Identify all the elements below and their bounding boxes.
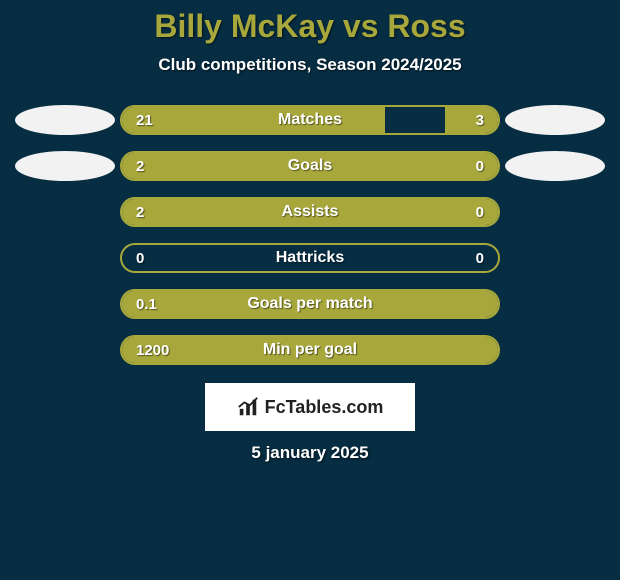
logo-text: FcTables.com — [265, 397, 384, 418]
team-badge-right — [500, 151, 610, 181]
page-title: Billy McKay vs Ross — [0, 8, 620, 45]
stat-label: Assists — [122, 199, 498, 225]
title-right: Ross — [387, 8, 465, 44]
stat-label: Hattricks — [122, 245, 498, 271]
stat-row: 20Goals — [10, 151, 610, 181]
comparison-card: Billy McKay vs Ross Club competitions, S… — [0, 0, 620, 580]
stat-row: 1200Min per goal — [10, 335, 610, 365]
title-left: Billy McKay — [154, 8, 334, 44]
stat-row: 20Assists — [10, 197, 610, 227]
stat-label: Matches — [122, 107, 498, 133]
stat-row: 00Hattricks — [10, 243, 610, 273]
date-text: 5 january 2025 — [0, 443, 620, 463]
stat-bar: 20Goals — [120, 151, 500, 181]
badge-ellipse-icon — [15, 151, 115, 181]
title-vs: vs — [343, 8, 379, 44]
team-badge-right — [500, 105, 610, 135]
stats-list: 213Matches 20Goals 20Assists 00Hattricks 0.1… — [0, 105, 620, 365]
stat-bar: 1200Min per goal — [120, 335, 500, 365]
badge-ellipse-icon — [505, 105, 605, 135]
stat-bar: 213Matches — [120, 105, 500, 135]
stat-bar: 00Hattricks — [120, 243, 500, 273]
stat-label: Goals — [122, 153, 498, 179]
stat-row: 0.1Goals per match — [10, 289, 610, 319]
stat-bar: 20Assists — [120, 197, 500, 227]
team-badge-left — [10, 105, 120, 135]
logo-box: FcTables.com — [205, 383, 415, 431]
stat-bar: 0.1Goals per match — [120, 289, 500, 319]
stat-label: Goals per match — [122, 291, 498, 317]
badge-ellipse-icon — [15, 105, 115, 135]
stat-row: 213Matches — [10, 105, 610, 135]
team-badge-left — [10, 151, 120, 181]
stat-label: Min per goal — [122, 337, 498, 363]
subtitle: Club competitions, Season 2024/2025 — [0, 55, 620, 75]
chart-icon — [237, 396, 259, 418]
badge-ellipse-icon — [505, 151, 605, 181]
